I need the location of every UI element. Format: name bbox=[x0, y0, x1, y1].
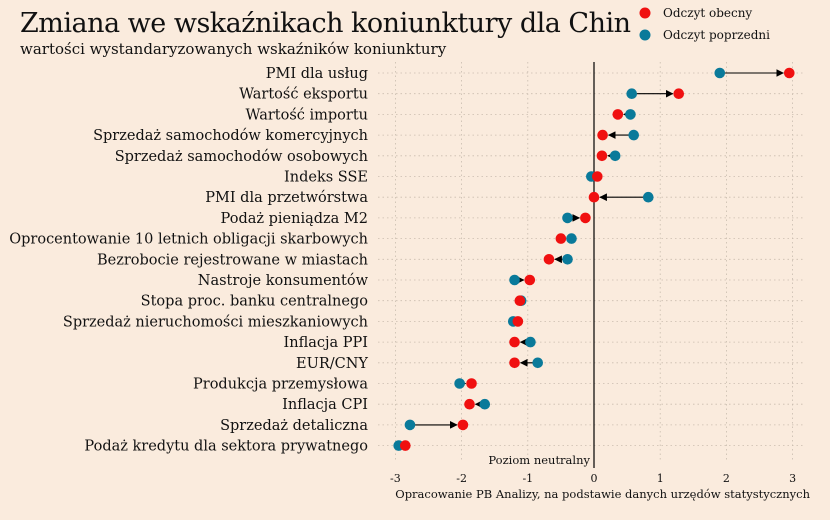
x-tick-labels: -3 -2 -1 0 1 2 3 bbox=[390, 472, 796, 485]
category-label: Inflacja CPI bbox=[282, 397, 368, 413]
previous-point bbox=[609, 150, 621, 162]
previous-point bbox=[454, 378, 465, 389]
category-label: Sprzedaż nieruchomości mieszkaniowych bbox=[63, 314, 368, 330]
previous-point bbox=[642, 191, 654, 203]
current-point bbox=[612, 109, 624, 120]
current-point bbox=[543, 253, 555, 265]
legend-label-current: Odczyt obecny bbox=[663, 6, 752, 20]
current-point bbox=[580, 212, 591, 224]
category-label: Podaż kredytu dla sektora prywatnego bbox=[84, 439, 368, 455]
category-label: EUR/CNY bbox=[296, 356, 368, 372]
x-tick-label: 1 bbox=[657, 472, 664, 485]
category-labels: PMI dla usług Wartość eksportu Wartość imp… bbox=[9, 66, 368, 455]
legend-marker-previous bbox=[639, 29, 651, 41]
current-point bbox=[783, 67, 795, 79]
category-label: Wartość importu bbox=[246, 107, 368, 123]
chart-title: Zmiana we wskaźnikach koniunktury dla Ch… bbox=[20, 8, 631, 39]
category-label: Oprocentowanie 10 letnich obligacji skar… bbox=[9, 232, 368, 248]
grid-lines bbox=[378, 62, 805, 462]
notes: Poziom neutralny Opracowanie PB Analizy, … bbox=[395, 453, 810, 501]
category-label: Wartość eksportu bbox=[239, 87, 368, 103]
category-label: Sprzedaż detaliczna bbox=[220, 418, 368, 434]
current-point bbox=[597, 129, 608, 141]
previous-point bbox=[525, 336, 536, 348]
x-tick-label: 0 bbox=[591, 472, 598, 485]
x-tick-label: -2 bbox=[456, 472, 467, 485]
category-label: Produkcja przemysłowa bbox=[193, 377, 368, 393]
x-tick-label: -3 bbox=[390, 472, 401, 485]
data-marks bbox=[393, 67, 795, 451]
x-tick-label: -1 bbox=[522, 472, 533, 485]
x-tick-label: 3 bbox=[789, 472, 796, 485]
legend: Odczyt obecny Odczyt poprzedni bbox=[639, 6, 770, 42]
previous-point bbox=[714, 67, 726, 79]
current-point bbox=[509, 357, 520, 369]
previous-point bbox=[626, 88, 638, 99]
current-point bbox=[509, 336, 520, 348]
category-label: Stopa proc. banku centralnego bbox=[141, 294, 368, 310]
category-label: PMI dla usług bbox=[266, 66, 368, 82]
chart-subtitle: wartości wystandaryzowanych wskaźników k… bbox=[20, 40, 447, 58]
previous-point bbox=[628, 129, 640, 141]
category-label: Indeks SSE bbox=[284, 170, 368, 186]
current-point bbox=[673, 88, 685, 99]
current-point bbox=[555, 233, 567, 244]
category-label: Podaż pieniądza M2 bbox=[221, 211, 368, 227]
current-point bbox=[588, 191, 600, 203]
previous-point bbox=[532, 357, 544, 369]
category-label: Sprzedaż samochodów osobowych bbox=[115, 149, 368, 165]
previous-point bbox=[404, 419, 416, 431]
category-label: Inflacja PPI bbox=[284, 335, 369, 351]
category-label: PMI dla przetwórstwa bbox=[205, 190, 368, 206]
previous-point bbox=[509, 274, 520, 286]
category-label: Nastroje konsumentów bbox=[198, 273, 369, 289]
current-point bbox=[466, 378, 477, 389]
current-point bbox=[524, 274, 536, 286]
source-note: Opracowanie PB Analizy, na podstawie dan… bbox=[395, 487, 810, 501]
previous-point bbox=[562, 253, 573, 265]
current-point bbox=[464, 398, 475, 410]
category-label: Sprzedaż samochodów komercyjnych bbox=[93, 128, 368, 144]
previous-point bbox=[566, 233, 577, 244]
category-label: Bezrobocie rejestrowane w miastach bbox=[97, 252, 368, 268]
previous-point bbox=[625, 109, 636, 120]
legend-marker-current bbox=[639, 7, 651, 19]
current-point bbox=[596, 150, 608, 162]
previous-point bbox=[562, 212, 573, 224]
current-point bbox=[512, 316, 524, 327]
current-point bbox=[400, 440, 411, 451]
previous-point bbox=[479, 398, 491, 410]
legend-label-previous: Odczyt poprzedni bbox=[663, 28, 770, 42]
neutral-level-label: Poziom neutralny bbox=[488, 453, 590, 467]
current-point bbox=[514, 295, 526, 307]
current-point bbox=[457, 419, 469, 431]
current-point bbox=[592, 171, 603, 182]
x-tick-label: 2 bbox=[723, 472, 730, 485]
